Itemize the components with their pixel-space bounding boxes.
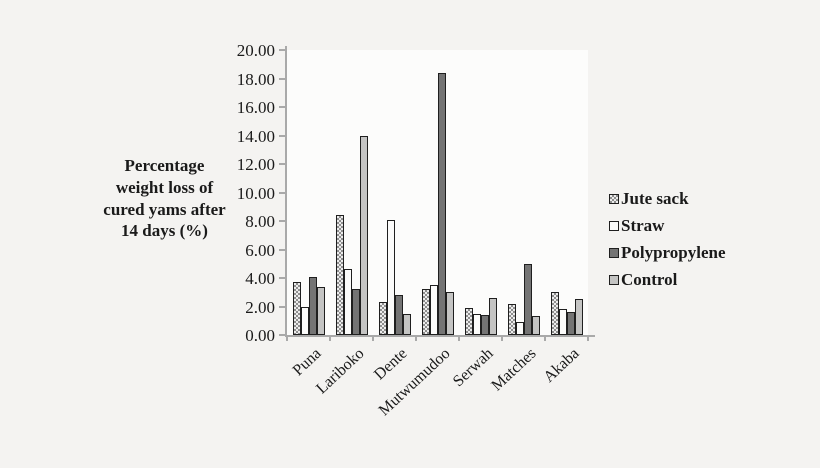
bar-mutwumudoo-straw [429,285,438,335]
x-axis-tick [286,335,288,341]
bar-dente-jute-sack [378,302,387,335]
y-tick-label: 16.00 [236,98,275,117]
y-axis-tick [279,334,286,336]
bar-lariboko-jute-sack [335,215,344,335]
legend-item-polypropylene: Polypropylene [609,242,726,263]
bar-lariboko-polypropylene [351,289,360,335]
y-tick-label: 20.00 [236,41,275,60]
y-tick-label: 12.00 [236,155,275,174]
bar-lariboko-straw [343,269,352,335]
bar-serwah-control [488,297,497,335]
bar-mutwumudoo-jute-sack [421,289,430,335]
legend-label: Straw [621,216,665,235]
legend-item-jute-sack: Jute sack [609,188,726,209]
y-axis-tick [279,305,286,308]
bar-lariboko-control [359,135,368,335]
y-axis-tick [279,220,286,222]
legend-item-straw: Straw [609,215,726,236]
y-axis-tick [279,163,286,165]
bar-matches-control [531,316,540,335]
bar-akaba-jute-sack [550,292,559,335]
y-axis-tick [279,134,286,137]
bar-dente-polypropylene [394,295,403,335]
y-axis-title: Percentage weight loss of cured yams aft… [103,156,226,241]
y-axis-line [285,46,287,335]
plot-area: 0.00 2.00 4.00 6.00 8.00 10.00 12.00 14.00 16.00… [237,42,595,419]
legend-swatch-jute-sack-icon [609,193,619,204]
legend-label: Control [621,270,678,289]
bar-puna-control [316,286,325,335]
y-tick-label: 0.00 [245,326,275,345]
bar-dente-straw [386,219,395,335]
y-axis-tick [279,277,286,279]
x-axis-tick [329,335,331,341]
y-axis-tick [279,77,286,80]
legend-label: Jute sack [621,189,689,208]
legend-swatch-straw-icon [609,220,619,231]
legend-swatch-polypropylene-icon [609,247,619,258]
y-axis-tick [279,248,286,251]
bar-matches-polypropylene [523,263,532,335]
x-axis-line [285,335,595,337]
bar-puna-polypropylene [308,276,317,335]
bar-puna-straw [300,306,309,335]
bar-akaba-straw [558,309,567,335]
bar-mutwumudoo-control [445,292,454,335]
legend-label: Polypropylene [621,243,726,262]
bar-akaba-control [574,299,583,335]
x-axis-tick [372,335,374,341]
x-axis-tick [544,335,546,341]
legend: Jute sack Straw Polypropylene Control [609,188,726,296]
bar-matches-straw [515,322,524,335]
y-tick-label: 4.00 [245,269,275,288]
bar-dente-control [402,313,411,335]
y-tick-label: 6.00 [245,240,275,260]
y-tick-label: 8.00 [245,212,275,231]
legend-item-control: Control [609,269,726,290]
y-tick-label: 14.00 [236,126,275,146]
legend-swatch-control-icon [609,274,619,285]
y-tick-label: 10.00 [236,183,275,203]
y-tick-label: 2.00 [245,297,275,317]
bar-puna-jute-sack [292,282,301,335]
y-tick-label: 18.00 [236,69,275,89]
bar-serwah-jute-sack [464,307,473,335]
y-axis-tick [279,106,286,108]
x-axis-tick [501,335,503,341]
x-axis-tick [587,335,589,341]
y-axis-tick [279,191,286,194]
bar-matches-jute-sack [507,303,516,335]
x-axis-tick [458,335,460,341]
bar-serwah-straw [472,313,481,335]
bar-serwah-polypropylene [480,315,489,335]
bar-akaba-polypropylene [566,312,575,335]
bar-mutwumudoo-polypropylene [437,72,446,335]
y-axis-tick [279,49,286,51]
x-axis-tick [415,335,417,341]
